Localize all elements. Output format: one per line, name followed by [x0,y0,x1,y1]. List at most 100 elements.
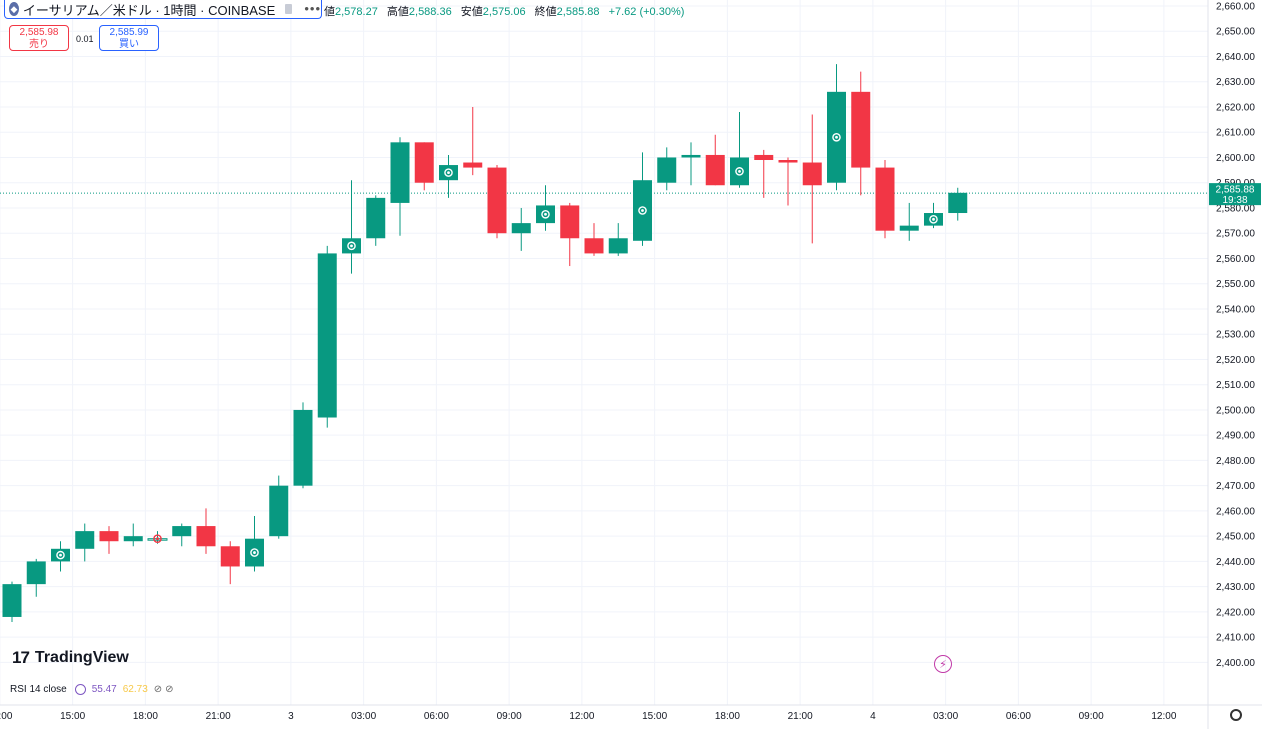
spread-value: 0.01 [76,34,94,44]
event-marker [347,241,356,251]
rsi-legend: RSI 14 close 55.47 62.73 ⊘ ⊘ [10,684,177,695]
hide-icon[interactable]: ⊘ [153,684,163,695]
candle-body [463,162,483,168]
candle [511,207,531,251]
candle [172,523,192,547]
candle [924,202,943,229]
candle [851,71,871,196]
x-tick-label: 21:00 [788,711,813,722]
x-tick-label: 15:00 [60,711,85,722]
candle-body [875,167,895,231]
gear-icon[interactable] [1230,709,1242,721]
open-label: 値 [324,6,335,18]
event-marker [929,215,938,224]
event-marker [832,132,841,142]
event-marker [735,167,744,176]
buy-label: 買い [119,39,139,50]
sell-price: 2,585.98 [19,27,59,38]
candle [560,202,580,267]
candle-body [560,205,580,239]
sell-button[interactable]: 2,585.98 売り [9,25,69,51]
square-icon[interactable] [285,4,293,14]
event-marker-dot [641,209,644,212]
y-tick-label: 2,600.00 [1216,153,1255,164]
candle [75,523,95,562]
candle-body [705,154,725,186]
candle [439,154,458,198]
y-tick-label: 2,440.00 [1216,557,1255,568]
x-tick-label: 09:00 [497,711,522,722]
settings-off-icon[interactable]: ⊘ [165,684,174,695]
x-tick-label: 03:00 [351,711,376,722]
y-tick-label: 2,510.00 [1216,380,1255,391]
candle [366,195,386,246]
last-price-label-bg [1209,183,1261,206]
tradingview-wordmark: TradingView [34,649,129,666]
candle [584,223,604,256]
buy-price: 2,585.99 [109,27,149,38]
candle [317,245,337,428]
candle [147,531,168,544]
candle-body [487,167,507,234]
event-marker-dot [59,553,62,557]
y-tick-label: 2,400.00 [1216,658,1255,669]
open-value: 2,578.27 [335,6,378,18]
candle [899,202,919,241]
lightning-icon[interactable]: ⚡ [934,655,952,673]
y-tick-label: 2,470.00 [1216,481,1255,492]
candle-body [317,253,337,418]
candle-body [681,154,701,158]
candle-body [754,154,774,161]
candle-body [899,225,919,231]
bar-countdown-label: 19:38 [1222,195,1247,206]
high-label: 高値 [386,6,409,18]
y-tick-label: 2,540.00 [1216,304,1255,315]
candle [948,187,968,221]
candle [633,152,652,246]
candle-body [366,197,386,239]
tradingview-logo[interactable]: 17 TradingView [12,648,129,668]
y-tick-label: 2,500.00 [1216,405,1255,416]
candle [657,147,677,191]
candle [26,558,46,597]
candle [608,223,628,256]
ethereum-icon: ◆ [9,2,19,16]
refresh-icon[interactable] [74,684,86,695]
candle-body [99,531,119,542]
candle [293,402,313,489]
candle [2,581,22,623]
y-tick-label: 2,560.00 [1216,254,1255,265]
y-tick-label: 2,450.00 [1216,532,1255,543]
x-tick-label: 18:00 [715,711,740,722]
candle-body [123,536,143,542]
low-value: 2,575.06 [482,6,526,18]
y-tick-label: 2,520.00 [1216,355,1255,366]
candle-body [584,238,604,254]
x-tick-label: 09:00 [1079,711,1104,722]
candle-body [269,485,289,537]
candle-body [778,160,798,163]
y-tick-label: 2,420.00 [1216,607,1255,618]
event-marker [56,550,65,560]
candle-body [390,142,410,203]
buy-button[interactable]: 2,585.99 買い [99,25,159,51]
symbol-selector[interactable]: ◆ イーサリアム／米ドル · 1時間 · COINBASE ••• [4,0,322,19]
x-tick-label: 12:00 [0,711,13,722]
candle [196,508,216,554]
y-tick-label: 2,630.00 [1216,77,1255,88]
y-tick-label: 2,650.00 [1216,27,1255,38]
x-tick-label: 18:00 [133,711,158,722]
candle-body [220,546,240,567]
event-marker-dot [156,537,159,541]
more-dots-icon[interactable]: ••• [304,1,321,16]
candle [705,134,725,186]
rsi-name: RSI 14 close [10,684,67,695]
x-tick-label: 15:00 [642,711,667,722]
event-marker-dot [544,212,547,216]
candle [342,180,361,274]
candle-body [26,561,46,585]
x-tick-label: 06:00 [424,711,449,722]
candle [681,142,701,186]
x-tick-label: 4 [870,711,876,722]
